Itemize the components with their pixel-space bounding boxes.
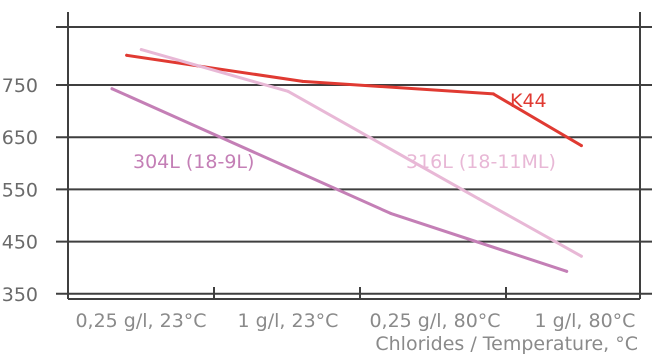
- gridlines: [56, 26, 652, 295]
- series-0-point-3: [579, 144, 583, 148]
- series-2-point-0: [110, 87, 114, 91]
- series-1-point-0: [139, 48, 143, 52]
- x-tick-label-0: 0,25 g/l, 23°C: [75, 310, 206, 332]
- x-axis-title: Chlorides / Temperature, °C: [375, 333, 638, 355]
- x-tick-label-3: 1 g/l, 80°C: [535, 310, 636, 332]
- series-label-k44: K44: [510, 90, 547, 112]
- series-2-point-2: [565, 269, 569, 273]
- series-label-304l: 304L (18-9L): [133, 151, 254, 173]
- y-tick-label-450: 450: [2, 232, 38, 254]
- y-tick-label-750: 750: [2, 75, 38, 97]
- series-1-point-3: [579, 254, 583, 258]
- y-tick-label-550: 550: [2, 179, 38, 201]
- series-0-point-1: [301, 79, 305, 83]
- x-tick-label-2: 0,25 g/l, 80°C: [369, 310, 500, 332]
- y-tick-label-350: 350: [2, 284, 38, 306]
- y-axis-tick-labels: 350 450 550 650 750: [2, 75, 38, 306]
- series-1-point-1: [286, 89, 290, 93]
- x-axis-ticks: 0,25 g/l, 23°C 1 g/l, 23°C 0,25 g/l, 80°C 1…: [67, 287, 636, 332]
- series-0-point-0: [125, 53, 129, 57]
- series-line-1: [139, 48, 583, 258]
- series-2-point-1: [389, 211, 393, 215]
- series-line-2: [110, 87, 569, 273]
- series-1-point-2: [477, 197, 481, 201]
- series-0-point-2: [491, 92, 495, 96]
- x-tick-label-1: 1 g/l, 23°C: [238, 310, 339, 332]
- series-label-316l: 316L (18-11ML): [406, 151, 556, 173]
- series-line-0: [125, 53, 583, 148]
- y-tick-label-650: 650: [2, 127, 38, 149]
- series-layer: [110, 48, 583, 273]
